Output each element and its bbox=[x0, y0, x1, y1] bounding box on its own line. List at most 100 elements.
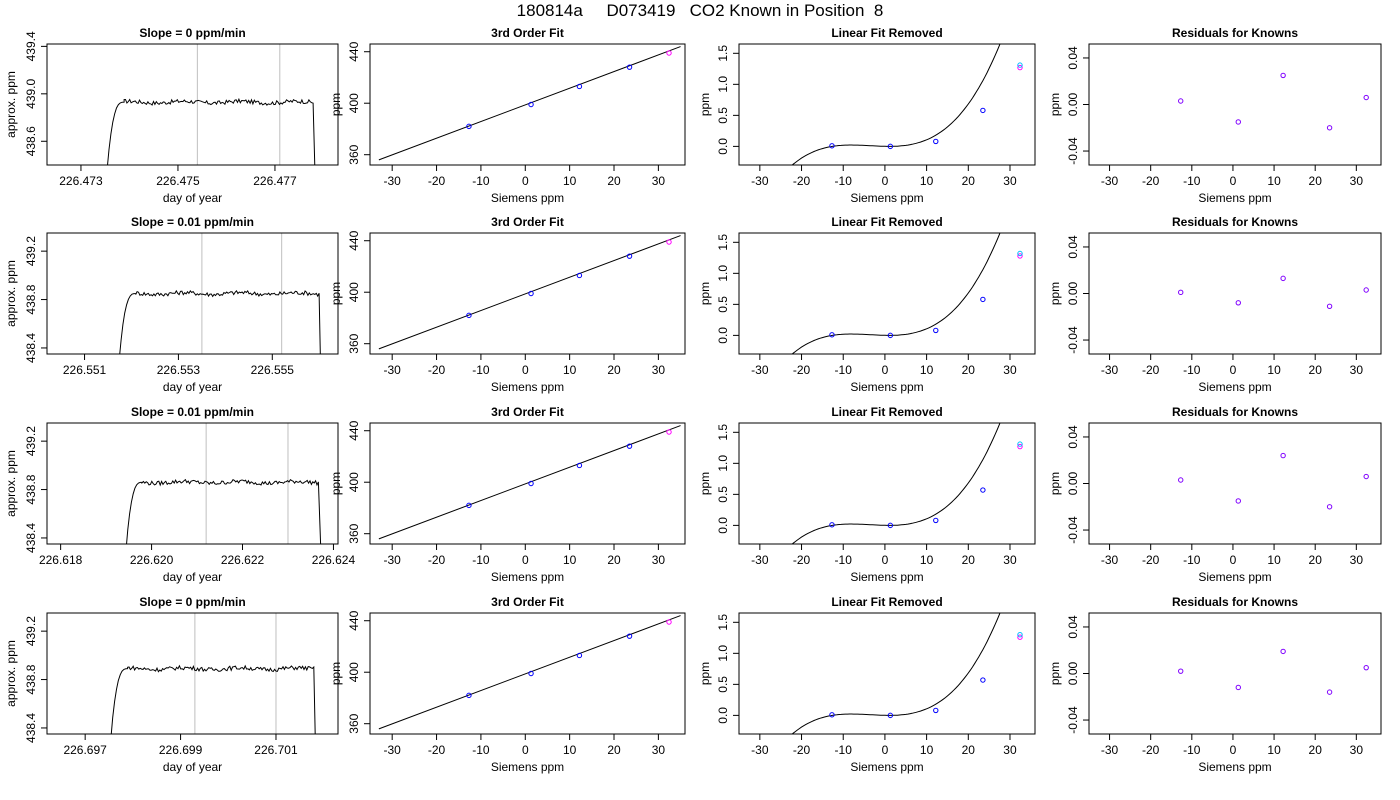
plot-area bbox=[1178, 648, 1369, 695]
x-tick-label: -10 bbox=[835, 363, 853, 377]
fit-curve bbox=[791, 233, 1001, 354]
x-tick-label: -10 bbox=[472, 174, 490, 188]
x-tick-label: -10 bbox=[835, 174, 853, 188]
data-point bbox=[980, 296, 986, 303]
x-tick-label: 10 bbox=[563, 174, 577, 188]
x-tick-label: 0 bbox=[1230, 363, 1237, 377]
x-tick-label: 0 bbox=[1230, 743, 1237, 757]
data-point bbox=[1017, 62, 1023, 68]
data-point bbox=[887, 712, 894, 719]
x-axis-label: Siemens ppm bbox=[491, 760, 564, 774]
x-tick-label: -30 bbox=[1101, 553, 1119, 567]
x-tick-label: -30 bbox=[751, 174, 769, 188]
data-point bbox=[1326, 303, 1333, 309]
x-tick-label: 30 bbox=[1350, 363, 1364, 377]
panel-r2-c2: 3rd Order Fit -30 -20 -10 0 10 20 30 360 400 440 Si… bbox=[329, 215, 686, 394]
x-axis-label: Siemens ppm bbox=[1198, 191, 1271, 205]
y-tick-label: 0.04 bbox=[1066, 235, 1080, 259]
y-tick-label: 438.8 bbox=[24, 474, 38, 504]
x-tick-label: -30 bbox=[384, 174, 402, 188]
plot-area bbox=[110, 664, 316, 734]
data-trace bbox=[119, 289, 321, 354]
x-tick-label: -10 bbox=[472, 553, 490, 567]
x-tick-label: 20 bbox=[962, 743, 976, 757]
data-point bbox=[1280, 452, 1286, 459]
x-tick-label: -20 bbox=[793, 553, 811, 567]
data-point bbox=[466, 123, 472, 130]
y-tick-label: 440 bbox=[347, 610, 361, 630]
y-tick-label: 1.0 bbox=[716, 455, 730, 472]
x-axis-label: day of year bbox=[163, 380, 222, 394]
data-point bbox=[1235, 119, 1241, 125]
x-tick-label: 226.620 bbox=[130, 553, 174, 567]
x-axis-label: day of year bbox=[163, 191, 222, 205]
y-tick-label: 1.0 bbox=[716, 76, 730, 93]
y-tick-label: 440 bbox=[347, 41, 361, 61]
data-point bbox=[1017, 441, 1023, 447]
fit-curve bbox=[791, 44, 1001, 165]
y-axis-label: approx. ppm bbox=[4, 260, 18, 327]
x-tick-label: -20 bbox=[1142, 363, 1160, 377]
panel-r3-c3: Linear Fit Removed -30 -20 -10 0 10 20 30 0.0 0.5… bbox=[698, 405, 1036, 584]
x-tick-label: 10 bbox=[1267, 743, 1281, 757]
y-tick-label: 438.4 bbox=[24, 333, 38, 363]
plot-frame bbox=[738, 612, 1036, 735]
data-point bbox=[829, 143, 835, 149]
fit-curve bbox=[791, 613, 1001, 734]
x-axis-label: Siemens ppm bbox=[1198, 760, 1271, 774]
x-axis-label: Siemens ppm bbox=[850, 570, 923, 584]
x-tick-label: -20 bbox=[793, 363, 811, 377]
plot-frame bbox=[738, 422, 1036, 545]
x-tick-label: 0 bbox=[882, 363, 889, 377]
y-tick-label: 1.5 bbox=[716, 234, 730, 251]
x-tick-label: -20 bbox=[428, 174, 446, 188]
plot-frame bbox=[46, 43, 339, 166]
x-tick-label: -20 bbox=[1142, 174, 1160, 188]
x-tick-label: 30 bbox=[1003, 174, 1017, 188]
x-tick-label: 226.555 bbox=[251, 363, 295, 377]
data-point bbox=[933, 327, 939, 334]
panel-title: Linear Fit Removed bbox=[831, 26, 942, 40]
x-tick-label: 10 bbox=[563, 363, 577, 377]
data-point bbox=[1178, 98, 1184, 104]
y-axis-label: approx. ppm bbox=[4, 71, 18, 138]
panel-title: Linear Fit Removed bbox=[831, 405, 942, 419]
x-tick-label: 10 bbox=[920, 743, 934, 757]
x-tick-label: -10 bbox=[1183, 174, 1201, 188]
plot-area bbox=[791, 44, 1023, 165]
x-tick-label: -10 bbox=[1183, 743, 1201, 757]
y-tick-label: 0.0 bbox=[716, 138, 730, 155]
panel-title: Residuals for Knowns bbox=[1172, 595, 1298, 609]
x-tick-label: 0 bbox=[882, 743, 889, 757]
data-point bbox=[933, 707, 939, 714]
x-tick-label: 226.618 bbox=[39, 553, 83, 567]
panel-r4-c3: Linear Fit Removed -30 -20 -10 0 10 20 30 0.0 0.5… bbox=[698, 595, 1036, 774]
panel-r1-c2: 3rd Order Fit -30 -20 -10 0 10 20 30 360 400 440 Si… bbox=[329, 26, 686, 205]
data-point bbox=[528, 670, 534, 677]
panel-r1-c3: Linear Fit Removed -30 -20 -10 0 10 20 30 0.0 0.5… bbox=[698, 26, 1036, 205]
y-tick-label: 439.2 bbox=[24, 426, 38, 456]
y-tick-label: 0.0 bbox=[716, 517, 730, 534]
panel-title: 3rd Order Fit bbox=[491, 595, 564, 609]
x-tick-label: 20 bbox=[607, 743, 621, 757]
x-tick-label: -20 bbox=[793, 174, 811, 188]
y-tick-label: -0.04 bbox=[1066, 326, 1080, 354]
data-trace bbox=[110, 664, 316, 734]
y-axis-label: ppm bbox=[1048, 282, 1062, 305]
y-tick-label: 400 bbox=[347, 282, 361, 302]
y-tick-label: 0.04 bbox=[1066, 46, 1080, 70]
data-point bbox=[933, 138, 939, 145]
plot-frame bbox=[369, 422, 686, 545]
y-axis-label: ppm bbox=[1048, 472, 1062, 495]
x-axis-label: Siemens ppm bbox=[850, 191, 923, 205]
plot-frame bbox=[738, 232, 1036, 355]
y-tick-label: 438.8 bbox=[24, 284, 38, 314]
y-tick-label: 0.04 bbox=[1066, 425, 1080, 449]
x-tick-label: 30 bbox=[1350, 174, 1364, 188]
data-point bbox=[666, 429, 672, 435]
data-point bbox=[626, 64, 633, 70]
plot-frame bbox=[46, 612, 339, 735]
x-tick-label: 226.701 bbox=[254, 743, 298, 757]
plot-area bbox=[1178, 275, 1369, 309]
plot-frame bbox=[369, 612, 686, 735]
